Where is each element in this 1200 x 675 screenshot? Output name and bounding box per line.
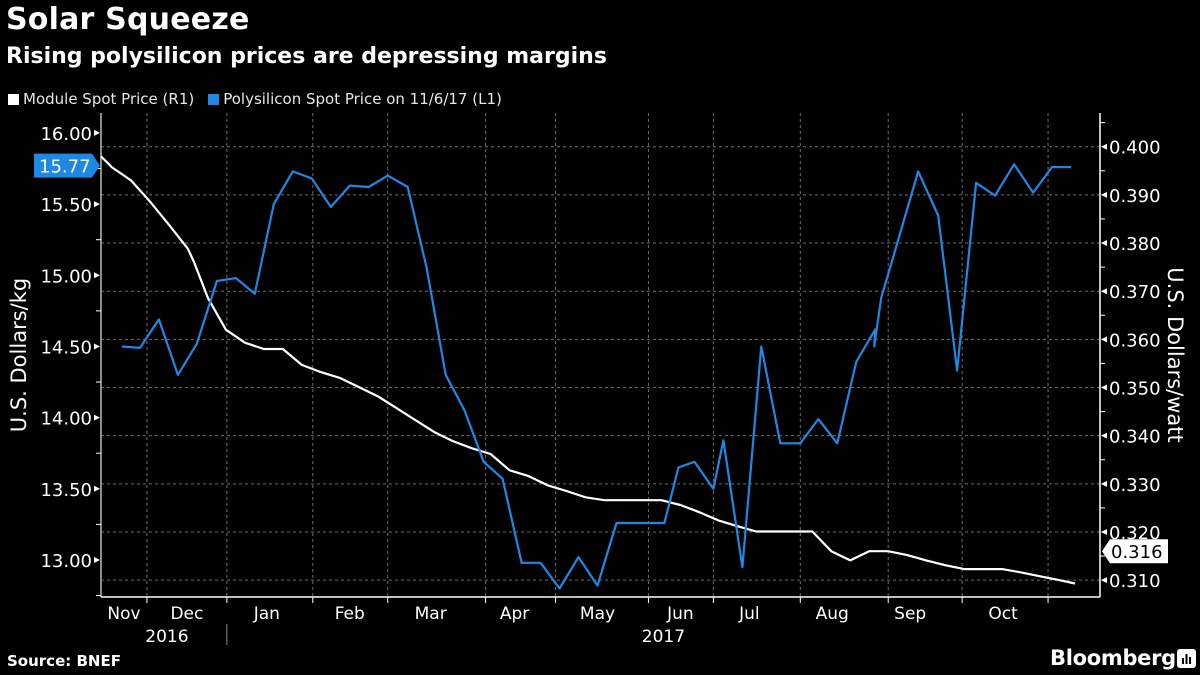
left-tick-mark	[94, 272, 100, 279]
left-tick-label: 16.00	[40, 124, 92, 145]
legend-item-module[interactable]: Module Spot Price (R1)	[8, 90, 194, 108]
left-tick-mark	[94, 129, 100, 136]
left-last-value-label: 15.77	[39, 157, 91, 178]
right-tick-mark	[1101, 480, 1107, 487]
bloomberg-logo: Bloomberg	[1050, 646, 1176, 670]
legend-label-polysilicon: Polysilicon Spot Price on 11/6/17 (L1)	[223, 90, 502, 108]
x-tick-label: May	[580, 604, 615, 624]
left-tick-mark	[94, 556, 100, 563]
right-tick-mark	[1101, 384, 1107, 391]
x-tick-label: Feb	[335, 604, 365, 624]
right-tick-label: 0.360	[1109, 330, 1161, 351]
gridlines	[101, 113, 1100, 597]
right-tick-label: 0.320	[1109, 523, 1161, 544]
right-tick-mark	[1101, 528, 1107, 535]
x-tick-label: Mar	[415, 604, 447, 624]
right-tick-label: 0.340	[1109, 427, 1161, 448]
x-tick-label: Dec	[170, 604, 203, 624]
legend: Module Spot Price (R1) Polysilicon Spot …	[8, 90, 502, 108]
left-tick-label: 15.00	[40, 266, 92, 287]
right-tick-mark	[1101, 143, 1107, 150]
axis-labels: 16.00 15.50 15.00 14.50 14.00 13.50 13.00 0.400…	[34, 124, 1168, 647]
left-tick-mark	[94, 414, 100, 421]
x-tick-label: Jun	[666, 604, 694, 624]
right-tick-mark	[1101, 191, 1107, 198]
x-tick-label: Aug	[816, 604, 849, 624]
polysilicon-price-line	[121, 163, 1071, 590]
x-tick-label: Apr	[500, 604, 529, 624]
x-tick-label: Nov	[107, 604, 140, 624]
left-tick-label: 14.50	[40, 337, 92, 358]
right-tick-label: 0.400	[1109, 138, 1161, 159]
chart-title: Solar Squeeze	[6, 2, 250, 37]
right-tick-label: 0.380	[1109, 234, 1161, 255]
right-tick-mark	[1101, 336, 1107, 343]
x-tick-label: Jan	[253, 604, 280, 624]
year-label-2016: 2016	[145, 627, 188, 647]
x-tick-label: Sep	[894, 604, 926, 624]
source-note: Source: BNEF	[7, 652, 121, 670]
right-tick-mark	[1101, 577, 1107, 584]
left-tick-label: 13.50	[40, 480, 92, 501]
legend-swatch-module	[8, 93, 19, 105]
legend-label-module: Module Spot Price (R1)	[23, 90, 195, 108]
left-tick-label: 15.50	[40, 195, 92, 216]
chart-subtitle: Rising polysilicon prices are depressing…	[6, 44, 607, 69]
right-tick-label: 0.390	[1109, 186, 1161, 207]
left-tick-label: 14.00	[40, 409, 92, 430]
x-tick-label: Oct	[988, 604, 1018, 624]
left-tick-mark	[94, 485, 100, 492]
right-tick-mark	[1101, 240, 1107, 247]
module-price-line	[100, 155, 1076, 585]
left-tick-label: 13.00	[40, 551, 92, 572]
year-label-2017: 2017	[642, 627, 685, 647]
left-tick-mark	[94, 343, 100, 350]
right-axis-title: U.S. Dollars/watt	[1163, 267, 1187, 442]
bloomberg-chart-icon	[1177, 649, 1196, 668]
right-tick-mark	[1101, 432, 1107, 439]
right-last-value-tag	[1102, 539, 1168, 564]
right-tick-label: 0.370	[1109, 282, 1161, 303]
legend-swatch-polysilicon	[208, 93, 220, 105]
right-tick-label: 0.330	[1109, 475, 1161, 496]
axes	[94, 113, 1107, 645]
right-tick-label: 0.310	[1109, 571, 1161, 592]
left-tick-mark	[94, 201, 100, 208]
x-tick-label: Jul	[738, 604, 760, 624]
right-tick-mark	[1101, 288, 1107, 295]
right-last-value-label: 0.316	[1111, 542, 1163, 563]
right-tick-label: 0.350	[1109, 379, 1161, 400]
series-lines	[100, 155, 1076, 590]
legend-item-polysilicon[interactable]: Polysilicon Spot Price on 11/6/17 (L1)	[208, 90, 502, 108]
left-last-value-tag	[34, 153, 100, 178]
left-axis-title: U.S. Dollars/kg	[7, 278, 31, 432]
